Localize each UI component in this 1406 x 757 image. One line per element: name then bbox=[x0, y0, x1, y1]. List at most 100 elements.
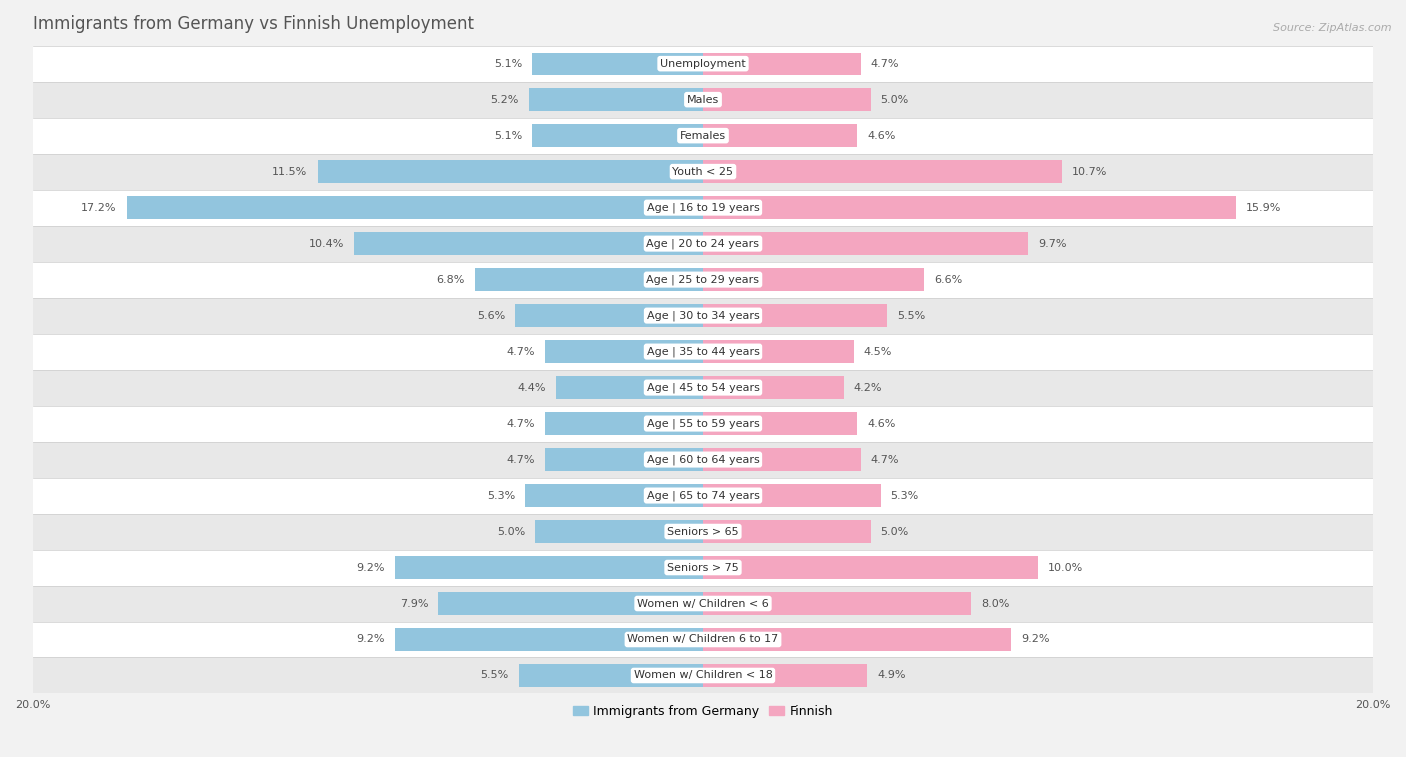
Bar bbox=[536, 520, 703, 543]
Bar bbox=[546, 341, 703, 363]
Bar bbox=[531, 124, 703, 147]
Text: 4.7%: 4.7% bbox=[870, 454, 898, 465]
Bar bbox=[127, 197, 703, 219]
Bar bbox=[703, 304, 887, 327]
FancyBboxPatch shape bbox=[32, 513, 1374, 550]
Text: Age | 60 to 64 years: Age | 60 to 64 years bbox=[647, 454, 759, 465]
Text: Age | 55 to 59 years: Age | 55 to 59 years bbox=[647, 419, 759, 428]
Text: 9.2%: 9.2% bbox=[1021, 634, 1050, 644]
Text: 4.7%: 4.7% bbox=[508, 419, 536, 428]
FancyBboxPatch shape bbox=[32, 117, 1374, 154]
FancyBboxPatch shape bbox=[32, 441, 1374, 478]
Bar bbox=[703, 592, 972, 615]
Bar bbox=[703, 232, 1028, 255]
Text: 4.5%: 4.5% bbox=[863, 347, 893, 357]
Text: 4.9%: 4.9% bbox=[877, 671, 905, 681]
Text: 5.5%: 5.5% bbox=[481, 671, 509, 681]
FancyBboxPatch shape bbox=[32, 226, 1374, 262]
Text: 17.2%: 17.2% bbox=[82, 203, 117, 213]
FancyBboxPatch shape bbox=[32, 658, 1374, 693]
Bar bbox=[318, 160, 703, 182]
Bar bbox=[703, 52, 860, 75]
FancyBboxPatch shape bbox=[32, 334, 1374, 369]
FancyBboxPatch shape bbox=[32, 585, 1374, 621]
Bar bbox=[703, 89, 870, 111]
FancyBboxPatch shape bbox=[32, 45, 1374, 82]
Text: 5.5%: 5.5% bbox=[897, 310, 925, 320]
Bar bbox=[703, 269, 924, 291]
Text: 5.0%: 5.0% bbox=[498, 527, 526, 537]
Text: 4.7%: 4.7% bbox=[508, 347, 536, 357]
Bar bbox=[516, 304, 703, 327]
Text: Seniors > 65: Seniors > 65 bbox=[668, 527, 738, 537]
Text: 10.4%: 10.4% bbox=[309, 238, 344, 248]
Text: Youth < 25: Youth < 25 bbox=[672, 167, 734, 176]
Text: 11.5%: 11.5% bbox=[273, 167, 308, 176]
Text: Age | 65 to 74 years: Age | 65 to 74 years bbox=[647, 491, 759, 501]
Bar bbox=[703, 484, 880, 506]
Text: 9.7%: 9.7% bbox=[1038, 238, 1067, 248]
Legend: Immigrants from Germany, Finnish: Immigrants from Germany, Finnish bbox=[568, 700, 838, 723]
Text: 4.2%: 4.2% bbox=[853, 382, 883, 393]
Text: Seniors > 75: Seniors > 75 bbox=[666, 562, 740, 572]
Bar bbox=[703, 448, 860, 471]
Bar bbox=[395, 556, 703, 578]
Text: Immigrants from Germany vs Finnish Unemployment: Immigrants from Germany vs Finnish Unemp… bbox=[32, 15, 474, 33]
Text: Age | 16 to 19 years: Age | 16 to 19 years bbox=[647, 202, 759, 213]
FancyBboxPatch shape bbox=[32, 154, 1374, 189]
FancyBboxPatch shape bbox=[32, 478, 1374, 513]
Text: 15.9%: 15.9% bbox=[1246, 203, 1281, 213]
Text: 5.3%: 5.3% bbox=[890, 491, 920, 500]
Text: 5.6%: 5.6% bbox=[477, 310, 505, 320]
Bar bbox=[703, 341, 853, 363]
Bar bbox=[703, 160, 1062, 182]
Text: 5.2%: 5.2% bbox=[491, 95, 519, 104]
Bar bbox=[526, 484, 703, 506]
Bar bbox=[475, 269, 703, 291]
Bar bbox=[703, 665, 868, 687]
Text: 10.7%: 10.7% bbox=[1071, 167, 1107, 176]
Text: 5.1%: 5.1% bbox=[494, 131, 522, 141]
Text: 7.9%: 7.9% bbox=[399, 599, 429, 609]
Text: 4.7%: 4.7% bbox=[870, 58, 898, 69]
Bar bbox=[519, 665, 703, 687]
Bar bbox=[395, 628, 703, 651]
Bar bbox=[529, 89, 703, 111]
FancyBboxPatch shape bbox=[32, 621, 1374, 658]
Text: Source: ZipAtlas.com: Source: ZipAtlas.com bbox=[1274, 23, 1392, 33]
Text: 5.3%: 5.3% bbox=[486, 491, 516, 500]
Text: 4.6%: 4.6% bbox=[868, 131, 896, 141]
Text: 5.1%: 5.1% bbox=[494, 58, 522, 69]
FancyBboxPatch shape bbox=[32, 82, 1374, 117]
FancyBboxPatch shape bbox=[32, 406, 1374, 441]
Text: 9.2%: 9.2% bbox=[356, 634, 385, 644]
Text: Age | 20 to 24 years: Age | 20 to 24 years bbox=[647, 238, 759, 249]
Text: Males: Males bbox=[688, 95, 718, 104]
Text: Age | 35 to 44 years: Age | 35 to 44 years bbox=[647, 347, 759, 357]
Bar bbox=[703, 556, 1038, 578]
Bar bbox=[703, 124, 858, 147]
Text: 6.8%: 6.8% bbox=[437, 275, 465, 285]
Text: Females: Females bbox=[681, 131, 725, 141]
FancyBboxPatch shape bbox=[32, 262, 1374, 298]
FancyBboxPatch shape bbox=[32, 298, 1374, 334]
Text: Unemployment: Unemployment bbox=[661, 58, 745, 69]
Text: 5.0%: 5.0% bbox=[880, 95, 908, 104]
Bar bbox=[439, 592, 703, 615]
Bar bbox=[555, 376, 703, 399]
Text: Women w/ Children < 18: Women w/ Children < 18 bbox=[634, 671, 772, 681]
Bar bbox=[703, 628, 1011, 651]
Bar bbox=[703, 197, 1236, 219]
Text: Age | 45 to 54 years: Age | 45 to 54 years bbox=[647, 382, 759, 393]
Bar bbox=[703, 413, 858, 435]
Bar bbox=[703, 376, 844, 399]
Text: 4.4%: 4.4% bbox=[517, 382, 546, 393]
Text: Women w/ Children < 6: Women w/ Children < 6 bbox=[637, 599, 769, 609]
Text: Women w/ Children 6 to 17: Women w/ Children 6 to 17 bbox=[627, 634, 779, 644]
Bar bbox=[546, 413, 703, 435]
Text: 5.0%: 5.0% bbox=[880, 527, 908, 537]
FancyBboxPatch shape bbox=[32, 189, 1374, 226]
Text: 6.6%: 6.6% bbox=[934, 275, 963, 285]
Bar bbox=[546, 448, 703, 471]
FancyBboxPatch shape bbox=[32, 550, 1374, 585]
